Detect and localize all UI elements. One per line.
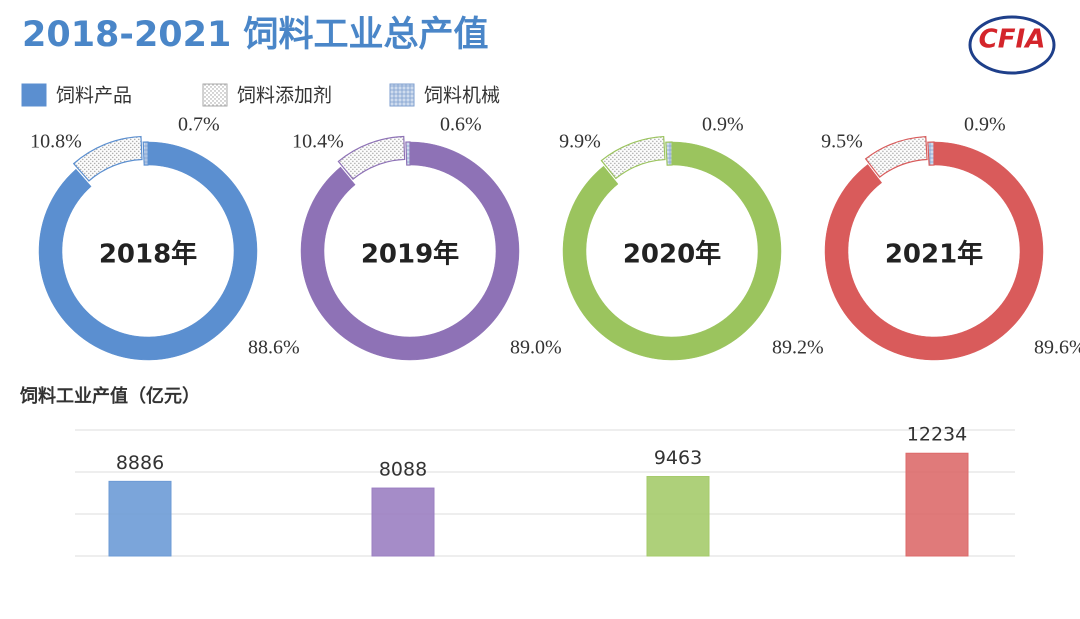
donut-segment — [864, 135, 928, 178]
donut-segment-group — [665, 141, 673, 166]
donut-segment — [142, 141, 149, 166]
center-label: 2019年 — [361, 239, 459, 270]
value-label: 10.8% — [30, 131, 82, 153]
donut-segment-group — [142, 141, 149, 166]
bar — [108, 480, 172, 557]
value-label: 0.9% — [702, 114, 744, 136]
donut-segment-group — [562, 141, 782, 361]
value-label: 0.7% — [178, 114, 220, 136]
bar — [646, 476, 710, 557]
donut-segment — [405, 141, 411, 166]
donut-segment-group — [824, 141, 1044, 361]
donut-segment-group — [927, 141, 935, 166]
value-label: 9463 — [654, 447, 702, 469]
donut-segment — [562, 141, 782, 361]
logo-text: CFIA — [979, 25, 1046, 55]
bar — [371, 487, 435, 557]
value-label: 8088 — [379, 459, 427, 481]
legend-label: 饲料机械 — [424, 85, 500, 107]
legend-swatch — [21, 83, 47, 107]
bar-chart-title: 饲料工业产值（亿元） — [19, 385, 200, 407]
value-label: 12234 — [907, 424, 967, 446]
legend-swatch — [202, 83, 228, 107]
page-title: 2018-2021 饲料工业总产值 — [22, 15, 489, 55]
value-label: 9.5% — [821, 131, 863, 153]
center-label: 2020年 — [623, 239, 721, 270]
donut-segment — [927, 141, 935, 166]
bar — [905, 452, 969, 557]
donut-segment — [38, 141, 258, 361]
donut-segment-group — [300, 141, 520, 361]
value-label: 89.6% — [1034, 337, 1080, 359]
donut-segment-group — [864, 135, 928, 178]
donut-segment-group — [600, 135, 666, 180]
donut-segment — [665, 141, 673, 166]
legend-label: 饲料产品 — [56, 85, 132, 107]
value-label: 9.9% — [559, 131, 601, 153]
value-label: 0.6% — [440, 114, 482, 136]
legend-swatch — [389, 83, 415, 107]
value-label: 10.4% — [292, 131, 344, 153]
value-label: 0.9% — [964, 114, 1006, 136]
value-label: 89.2% — [772, 337, 824, 359]
donut-segment-group — [72, 135, 143, 182]
donut-segment-group — [405, 141, 411, 166]
donut-segment — [337, 135, 406, 180]
donut-segment — [72, 135, 143, 182]
value-label: 88.6% — [248, 337, 300, 359]
value-label: 8886 — [116, 452, 164, 474]
center-label: 2018年 — [99, 239, 197, 270]
donut-segment — [824, 141, 1044, 361]
donut-segment — [300, 141, 520, 361]
donut-segment-group — [38, 141, 258, 361]
legend-label: 饲料添加剂 — [237, 85, 332, 107]
donut-segment — [600, 135, 666, 180]
center-label: 2021年 — [885, 239, 983, 270]
value-label: 89.0% — [510, 337, 562, 359]
logo: CFIA — [968, 15, 1056, 75]
donut-segment-group — [337, 135, 406, 180]
